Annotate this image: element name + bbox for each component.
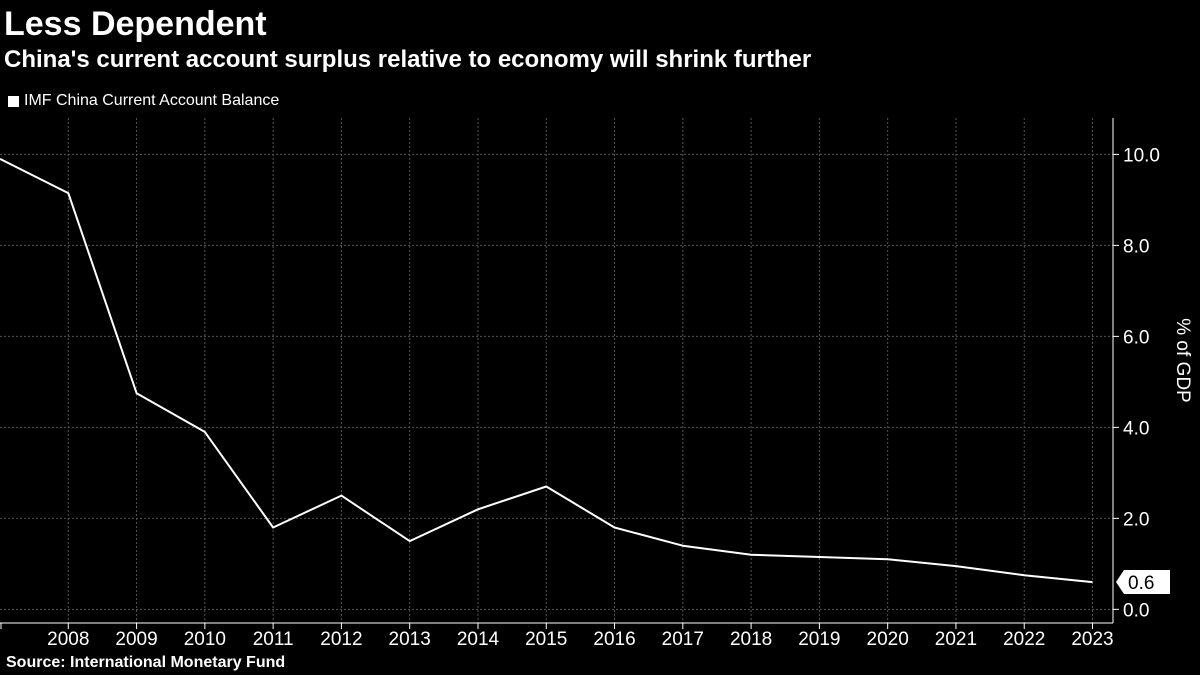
grid-layer	[0, 118, 1113, 623]
legend-swatch-icon	[8, 95, 19, 107]
last-value-label: 0.6	[1128, 573, 1154, 594]
x-tick-label: 2019	[798, 629, 840, 650]
legend-label: IMF China Current Account Balance	[24, 92, 280, 109]
x-tick-label: 2021	[935, 629, 977, 650]
x-tick-label: 2023	[1071, 629, 1113, 650]
x-tick-label: 2010	[184, 629, 226, 650]
y-tick-label: 2.0	[1123, 509, 1149, 530]
x-tick-label: 2008	[47, 629, 89, 650]
y-axis-title: % of GDP	[1172, 318, 1193, 402]
x-tick-label: 2017	[662, 629, 704, 650]
x-tick-label: 2016	[593, 629, 635, 650]
axis-layer	[0, 118, 1119, 629]
y-tick-label: 8.0	[1123, 236, 1149, 257]
series-layer	[0, 158, 1093, 584]
chart-title: Less Dependent	[4, 5, 267, 43]
label-layer: 0.0 2.0 4.0 6.0 8.0 10.0 2008 2009 2010 2011 2012 2…	[47, 145, 1193, 650]
x-tick-label: 2014	[457, 629, 500, 650]
x-tick-label: 2012	[320, 629, 362, 650]
series-line-0	[0, 158, 1093, 584]
x-tick-label: 2020	[867, 629, 909, 650]
y-tick-label: 10.0	[1123, 145, 1160, 166]
chart-subtitle: China's current account surplus relative…	[4, 46, 812, 73]
y-tick-label: 4.0	[1123, 418, 1149, 439]
x-tick-label: 2018	[730, 629, 772, 650]
x-tick-label: 2009	[115, 629, 157, 650]
x-tick-label: 2015	[525, 629, 567, 650]
x-tick-label: 2022	[1003, 629, 1045, 650]
legend: IMF China Current Account Balance	[8, 90, 279, 112]
x-tick-label: 2011	[253, 629, 294, 650]
source-note: Source: International Monetary Fund	[6, 654, 286, 671]
last-value-tag	[1116, 570, 1170, 595]
x-tick-label: 2013	[389, 629, 431, 650]
y-tick-label: 6.0	[1123, 327, 1149, 348]
y-tick-label: 0.0	[1123, 600, 1149, 621]
